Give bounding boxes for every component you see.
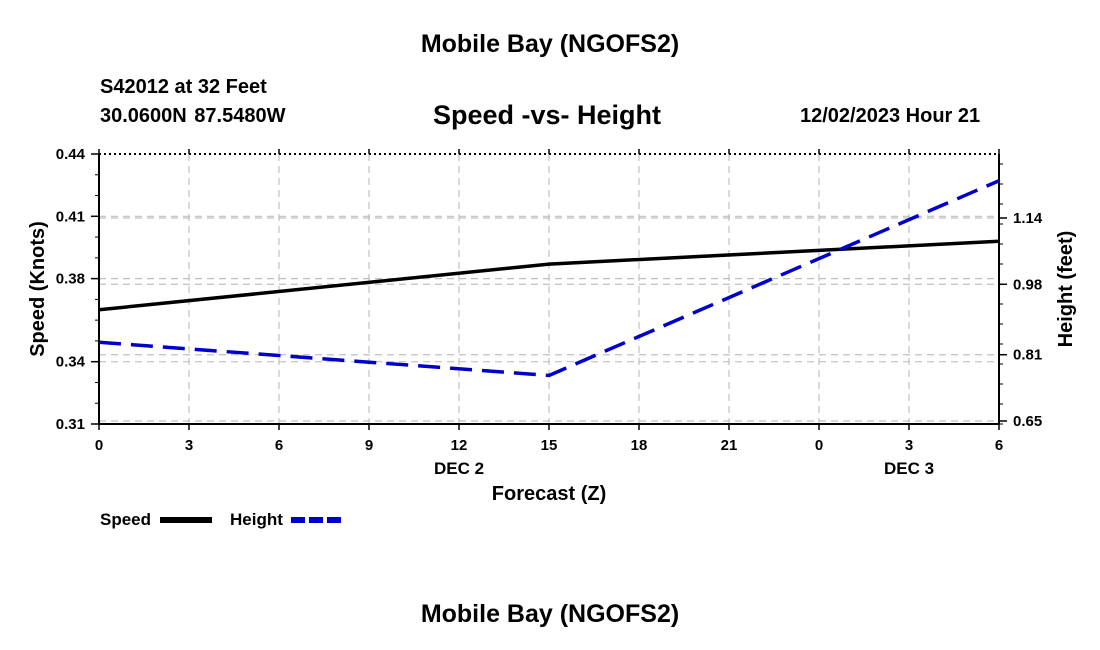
x-tick-label: 12	[451, 437, 468, 454]
series-line-speed	[98, 239, 1000, 312]
x-tick-label: 21	[721, 437, 738, 454]
coordinates-label: 30.0600N 87.5480W	[100, 105, 286, 127]
y2-axis-title: Height (feet)	[1055, 231, 1077, 348]
y-tick-label: 0.44	[56, 146, 86, 163]
x-tick-label: 6	[275, 437, 283, 454]
station-label: S42012 at 32 Feet	[100, 76, 267, 98]
y2-tick-label: 0.98	[1013, 276, 1042, 293]
x-tick-label: 18	[631, 437, 648, 454]
x-tick-label: 6	[995, 437, 1003, 454]
y-tick-label: 0.41	[56, 208, 85, 225]
x-tick-label: 3	[905, 437, 913, 454]
y-axis-title: Speed (Knots)	[27, 221, 49, 357]
chart-title: Mobile Bay (NGOFS2)	[420, 30, 680, 58]
x-tick-label: 3	[185, 437, 193, 454]
chart-subtitle: Speed -vs- Height	[433, 100, 662, 130]
x-tick-label: 0	[95, 437, 103, 454]
x-tick-label: 9	[365, 437, 373, 454]
legend-label: Height	[230, 510, 283, 529]
x-date-label: DEC 2	[434, 459, 484, 478]
x-date-label: DEC 3	[884, 459, 934, 478]
y2-tick-label: 0.81	[1013, 347, 1042, 364]
footer-title: Mobile Bay (NGOFS2)	[420, 600, 680, 628]
x-tick-label: 0	[815, 437, 823, 454]
x-axis-title: Forecast (Z)	[492, 483, 606, 505]
y-tick-label: 0.34	[56, 354, 86, 371]
y-tick-label: 0.31	[56, 416, 85, 433]
x-tick-label: 15	[541, 437, 558, 454]
y-tick-label: 0.38	[56, 271, 85, 288]
datetime-label: 12/02/2023 Hour 21	[800, 105, 981, 127]
y2-tick-label: 0.65	[1013, 413, 1042, 430]
y2-tick-label: 1.14	[1013, 210, 1043, 227]
legend-label: Speed	[100, 510, 151, 529]
series-line-height	[98, 179, 1000, 378]
